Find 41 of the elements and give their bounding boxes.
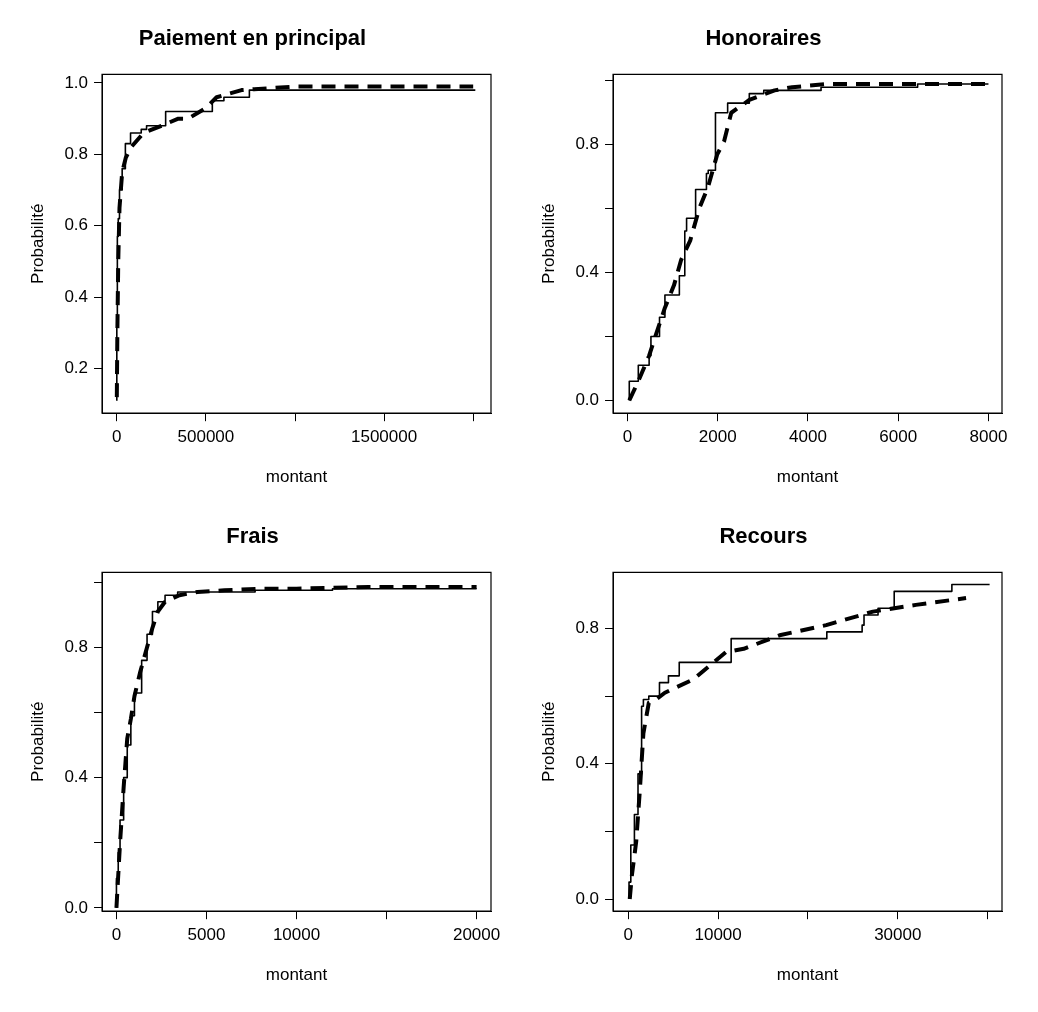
y-axis-title: Probabilité <box>538 203 558 284</box>
y-axis-title: Probabilité <box>27 203 47 284</box>
y-tick-label: 1.0 <box>64 72 89 92</box>
x-tick-label: 0 <box>112 427 122 447</box>
y-tick-label: 0.2 <box>64 358 89 378</box>
y-tick-label: 0.0 <box>575 888 600 908</box>
chart-title: Paiement en principal <box>138 25 367 51</box>
y-tick-label: 0.4 <box>575 753 600 773</box>
y-axis-title: Probabilité <box>538 701 558 782</box>
x-tick-label: 0 <box>111 925 122 945</box>
y-tick-label: 0.0 <box>575 390 600 410</box>
x-axis-title: montant <box>265 965 328 985</box>
chart-title: Recours <box>719 523 808 549</box>
x-tick-label: 1500000 <box>351 427 418 447</box>
y-tick-label: 0.8 <box>575 618 600 638</box>
x-tick-label: 30000 <box>874 925 922 945</box>
y-tick-label: 0.4 <box>64 286 89 306</box>
y-tick-label: 0.8 <box>575 134 600 154</box>
x-axis-title: montant <box>776 965 839 985</box>
x-tick-label: 10000 <box>694 925 742 945</box>
x-tick-label: 0 <box>623 925 634 945</box>
x-tick-label: 5000 <box>187 925 226 945</box>
x-tick-label: 0 <box>622 427 633 447</box>
y-tick-label: 0.0 <box>64 897 89 917</box>
y-tick-label: 0.4 <box>575 262 600 282</box>
x-tick-label: 20000 <box>452 925 501 945</box>
y-tick-label: 0.6 <box>64 215 89 235</box>
chart-title: Honoraires <box>705 25 822 51</box>
y-tick-label: 0.8 <box>64 144 89 164</box>
x-tick-label: 8000 <box>969 427 1008 447</box>
x-axis-title: montant <box>776 467 839 487</box>
x-tick-label: 10000 <box>272 925 321 945</box>
y-axis-title: Probabilité <box>27 701 47 782</box>
x-axis-title: montant <box>265 467 328 487</box>
x-tick-label: 6000 <box>879 427 918 447</box>
x-tick-label: 2000 <box>698 427 737 447</box>
chart-title: Frais <box>226 523 279 549</box>
x-tick-label: 4000 <box>789 427 827 447</box>
y-tick-label: 0.8 <box>64 637 89 657</box>
x-tick-label: 500000 <box>177 427 235 447</box>
y-tick-label: 0.4 <box>64 767 89 787</box>
